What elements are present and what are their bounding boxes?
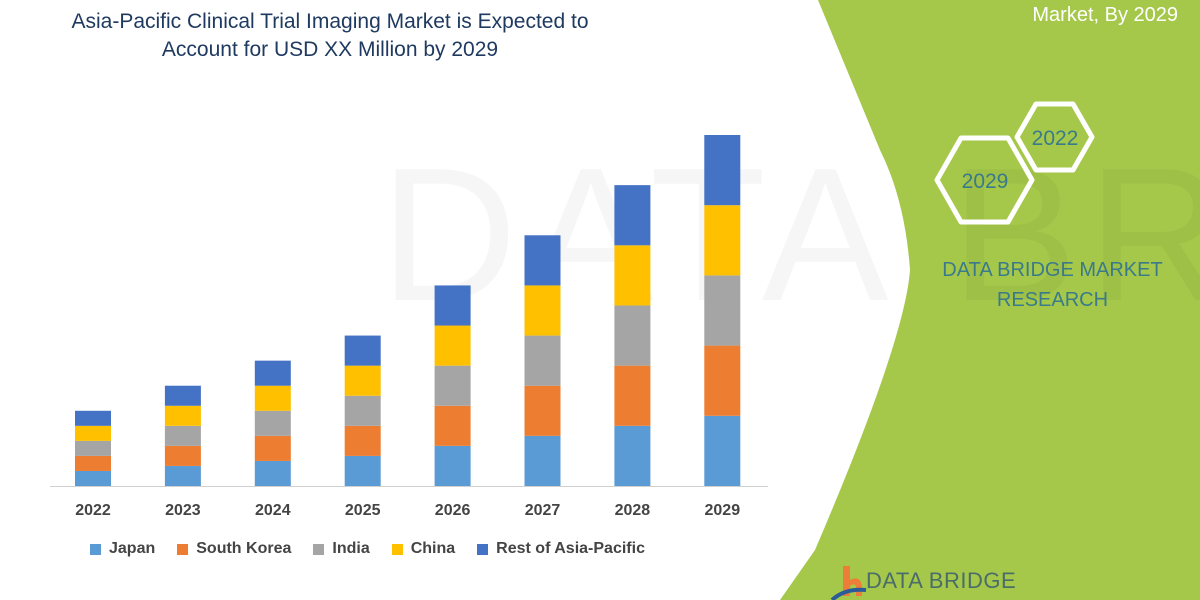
x-tick-label: 2028 [614,502,651,519]
bar-2022-japan [75,470,111,486]
bar-2029-china [704,205,741,276]
x-tick-label: 2029 [704,502,741,519]
legend-item: China [391,540,456,558]
legend-item: Rest of Asia-Pacific [477,540,645,558]
legend-item: South Korea [177,540,291,558]
bar-2023-china [164,405,201,426]
hexagon-2022 [1014,101,1095,173]
bar-2023-japan [164,465,201,486]
bar-2027-china [524,285,561,336]
bar-2026-rest-of-asia-pacific [434,285,471,326]
bar-2026-south-korea [434,405,471,446]
bar-2029-india [704,275,741,346]
bar-2024-japan [254,460,291,486]
hex-label-2022: 2022 [1032,127,1079,150]
bar-2028-china [614,245,651,306]
bar-2029-rest-of-asia-pacific [704,135,741,206]
bar-2028-india [614,305,651,366]
bar-2022-rest-of-asia-pacific [75,410,111,426]
bar-2029-south-korea [704,345,741,416]
x-tick-label: 2025 [344,502,381,519]
bar-2025-japan [344,455,381,486]
legend: Japan South Korea India China Rest of Asia-P… [90,540,645,558]
x-tick-label: 2022 [75,502,111,519]
bars [75,135,741,486]
bar-2025-south-korea [344,425,381,456]
x-tick-label: 2027 [524,502,561,519]
bar-2027-rest-of-asia-pacific [524,235,561,286]
bar-2024-china [254,385,291,411]
bar-2027-japan [524,435,561,486]
legend-label: China [410,540,456,557]
bar-2023-rest-of-asia-pacific [164,385,201,406]
bar-2023-south-korea [164,445,201,466]
bar-2022-south-korea [75,455,111,471]
bar-2025-china [344,365,381,396]
bar-2024-india [254,410,291,436]
bar-2027-india [524,335,561,386]
legend-label: Rest of Asia-Pacific [496,540,645,557]
chart-title: Asia-Pacific Clinical Trial Imaging Mark… [71,10,589,61]
hexagon-2029 [934,135,1035,225]
bar-2028-japan [614,425,651,486]
bar-2026-japan [434,445,471,486]
brand-name: DATA BRIDGE MARKET RESEARCH [942,259,1163,311]
x-tick-label: 2024 [255,502,291,519]
legend-swatch [391,543,403,555]
bar-2025-rest-of-asia-pacific [344,335,381,366]
legend-item: Japan [90,540,155,558]
x-tick-label: 2026 [434,502,471,519]
bar-2028-rest-of-asia-pacific [614,185,651,246]
legend-swatch [477,543,489,555]
bar-2025-india [344,395,381,426]
logo-text: DATA BRIDGE [866,568,1017,593]
legend-swatch [313,543,325,555]
bar-2022-china [75,425,111,441]
legend-label: Japan [109,540,156,557]
x-tick-label: 2023 [165,502,201,519]
bar-2024-south-korea [254,435,291,461]
bar-2026-india [434,365,471,406]
bar-2027-south-korea [524,385,561,436]
legend-swatch [177,543,189,555]
bar-2029-japan [704,415,741,486]
legend-item: India [313,540,370,558]
bar-2028-south-korea [614,365,651,426]
legend-swatch [90,543,101,555]
legend-label: India [332,540,370,557]
logo-icon [830,566,867,600]
green-panel [780,0,1200,600]
bar-2024-rest-of-asia-pacific [254,360,291,386]
hex-label-2029: 2029 [962,170,1009,193]
bar-2022-india [75,440,111,456]
legend-label: South Korea [196,540,292,557]
side-panel-subtitle: Market, By 2029 [1032,4,1178,26]
bar-2023-india [164,425,201,446]
bar-2026-china [434,325,471,366]
